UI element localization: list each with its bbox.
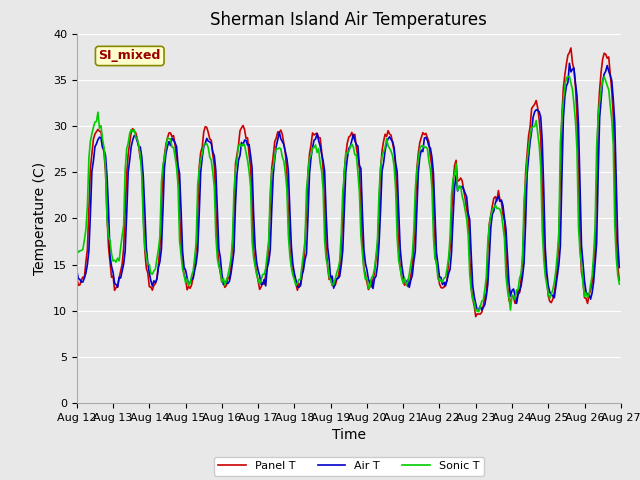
Air T xyxy=(73,268,81,274)
Panel T xyxy=(235,142,243,148)
Air T xyxy=(566,60,573,66)
Title: Sherman Island Air Temperatures: Sherman Island Air Temperatures xyxy=(211,11,487,29)
Sonic T xyxy=(588,274,596,279)
Panel T xyxy=(73,275,81,280)
Air T xyxy=(140,174,147,180)
Sonic T xyxy=(616,281,623,287)
Sonic T xyxy=(73,246,81,252)
Panel T xyxy=(140,208,147,214)
Panel T xyxy=(310,132,318,138)
Sonic T xyxy=(253,272,260,277)
Air T xyxy=(262,283,269,289)
Sonic T xyxy=(566,74,573,80)
Y-axis label: Temperature (C): Temperature (C) xyxy=(33,162,47,275)
Text: SI_mixed: SI_mixed xyxy=(99,49,161,62)
Line: Panel T: Panel T xyxy=(77,48,620,317)
Panel T xyxy=(567,45,575,51)
Air T xyxy=(616,264,623,270)
Panel T xyxy=(262,273,269,278)
Air T xyxy=(253,259,260,265)
Air T xyxy=(474,308,481,313)
X-axis label: Time: Time xyxy=(332,429,366,443)
Sonic T xyxy=(262,265,269,271)
Panel T xyxy=(616,277,623,283)
Sonic T xyxy=(310,144,318,150)
Line: Air T: Air T xyxy=(77,63,620,311)
Air T xyxy=(588,290,596,296)
Legend: Panel T, Air T, Sonic T: Panel T, Air T, Sonic T xyxy=(214,457,484,476)
Sonic T xyxy=(235,144,243,149)
Panel T xyxy=(472,314,479,320)
Panel T xyxy=(588,280,596,286)
Air T xyxy=(310,137,318,143)
Sonic T xyxy=(475,309,483,314)
Sonic T xyxy=(140,221,147,227)
Line: Sonic T: Sonic T xyxy=(77,77,620,312)
Panel T xyxy=(253,270,260,276)
Air T xyxy=(235,157,243,163)
